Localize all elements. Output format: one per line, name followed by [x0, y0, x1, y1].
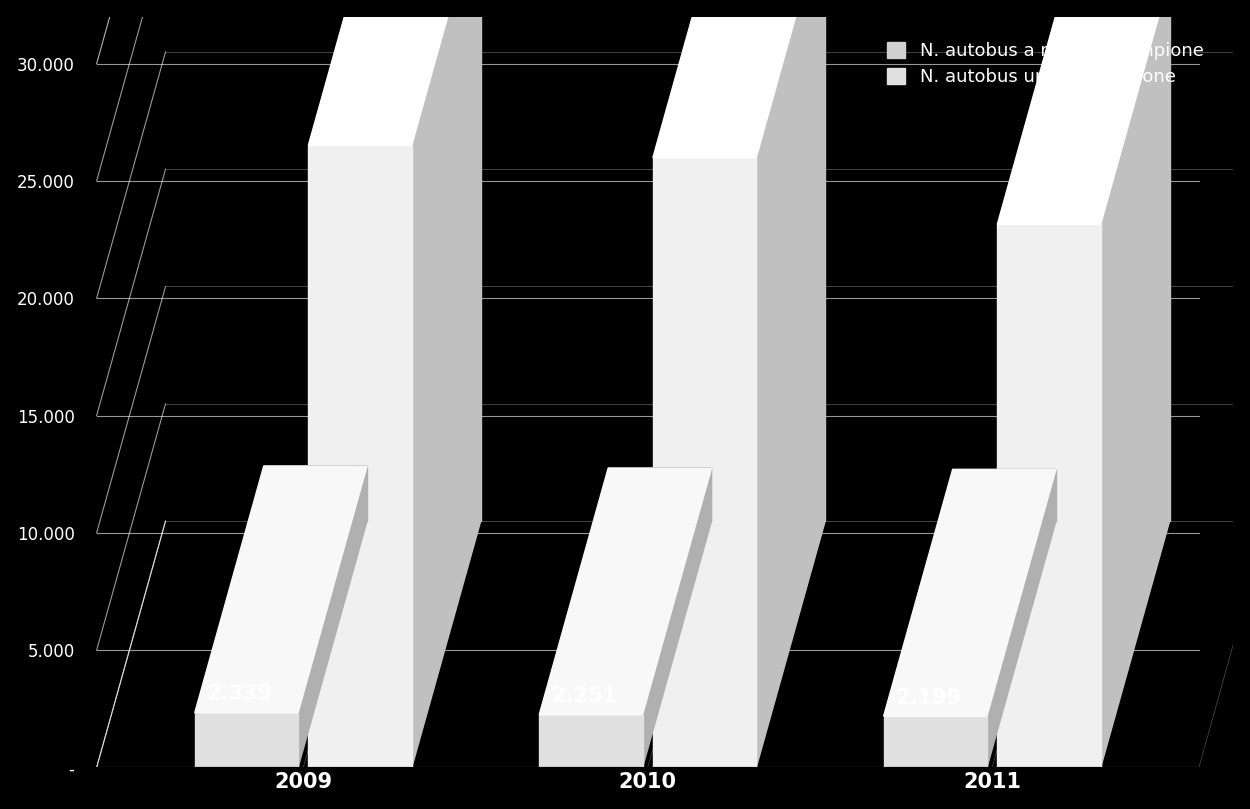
- Text: 2.339: 2.339: [206, 684, 272, 705]
- Polygon shape: [299, 466, 368, 768]
- Bar: [378, 0, 481, 521]
- Polygon shape: [652, 0, 825, 158]
- Bar: [1066, 0, 1170, 521]
- Polygon shape: [988, 469, 1056, 768]
- Polygon shape: [195, 466, 368, 713]
- Bar: [309, 145, 411, 768]
- Bar: [264, 466, 368, 521]
- Polygon shape: [1101, 0, 1170, 768]
- Bar: [652, 158, 756, 768]
- Bar: [721, 0, 825, 521]
- Text: 2.199: 2.199: [895, 688, 961, 708]
- Bar: [195, 713, 299, 768]
- Polygon shape: [411, 0, 481, 768]
- Bar: [539, 714, 642, 768]
- Bar: [952, 469, 1056, 521]
- Polygon shape: [884, 469, 1056, 716]
- Text: 2.251: 2.251: [551, 687, 618, 706]
- Polygon shape: [998, 0, 1170, 224]
- Bar: [609, 468, 711, 521]
- Legend: N. autobus a metano campione, N. autobus urbani campione: N. autobus a metano campione, N. autobus…: [879, 33, 1212, 95]
- Polygon shape: [642, 468, 711, 768]
- Text: 25994: 25994: [675, 129, 747, 150]
- Polygon shape: [756, 0, 825, 768]
- Polygon shape: [539, 468, 711, 714]
- Text: 26530: 26530: [331, 116, 404, 137]
- Bar: [998, 224, 1101, 768]
- Polygon shape: [309, 0, 481, 145]
- Bar: [884, 716, 988, 768]
- Text: 23155: 23155: [1020, 196, 1092, 216]
